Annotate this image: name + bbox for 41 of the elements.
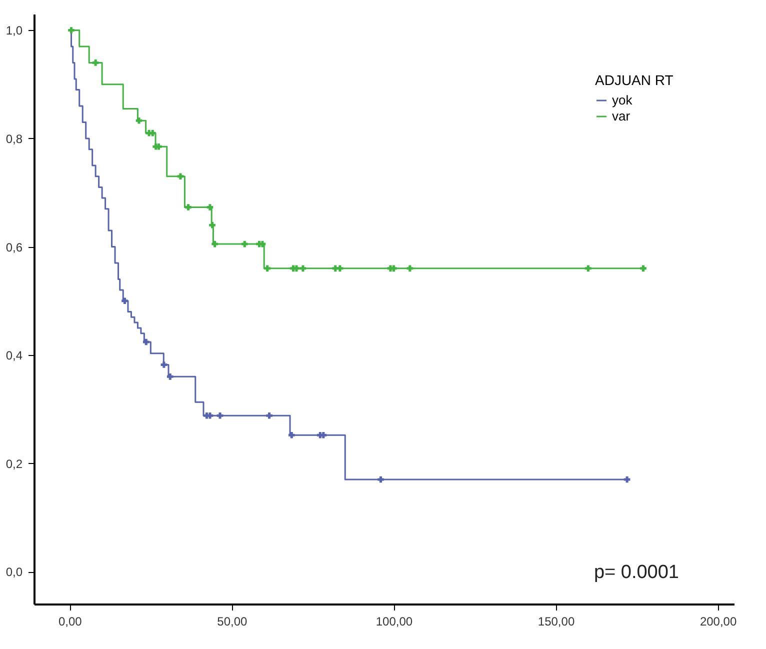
y-tick-label: 0,4 bbox=[6, 348, 23, 363]
point bbox=[288, 432, 295, 438]
point bbox=[624, 476, 630, 483]
point bbox=[241, 240, 248, 248]
y-tick-label: 1,0 bbox=[6, 24, 23, 38]
point bbox=[149, 130, 156, 136]
legend-label: yok bbox=[612, 92, 633, 108]
point bbox=[68, 27, 74, 34]
point bbox=[136, 117, 142, 124]
y-tick-label: 0,6 bbox=[6, 240, 23, 254]
point bbox=[185, 204, 192, 210]
point bbox=[406, 265, 414, 272]
legend-title: ADJUAN RT bbox=[595, 72, 674, 88]
point bbox=[209, 222, 216, 228]
point bbox=[300, 265, 306, 272]
y-tick-label: 0,8 bbox=[6, 132, 23, 146]
y-tick-label: 0,0 bbox=[6, 565, 23, 580]
point bbox=[640, 265, 646, 272]
point bbox=[177, 173, 184, 180]
x-tick-label: 200,00 bbox=[700, 614, 737, 628]
point bbox=[206, 204, 214, 210]
x-tick-label: 50,00 bbox=[217, 614, 248, 628]
y-tick-label: 0,2 bbox=[6, 456, 23, 471]
point bbox=[216, 412, 224, 419]
point bbox=[166, 374, 174, 380]
x-tick-label: 0,00 bbox=[58, 614, 82, 628]
point bbox=[142, 338, 150, 346]
point bbox=[92, 60, 99, 66]
legend-label: var bbox=[612, 108, 631, 124]
point bbox=[585, 265, 592, 272]
point bbox=[378, 476, 384, 483]
point bbox=[390, 265, 397, 272]
point bbox=[336, 265, 344, 272]
annotation: p= 0.0001 bbox=[594, 562, 679, 583]
point bbox=[264, 265, 270, 272]
point bbox=[122, 298, 128, 304]
x-tick-label: 150,00 bbox=[538, 614, 575, 628]
point bbox=[266, 412, 272, 419]
point bbox=[160, 362, 168, 368]
x-tick-label: 100,00 bbox=[376, 614, 413, 628]
point bbox=[212, 240, 218, 248]
